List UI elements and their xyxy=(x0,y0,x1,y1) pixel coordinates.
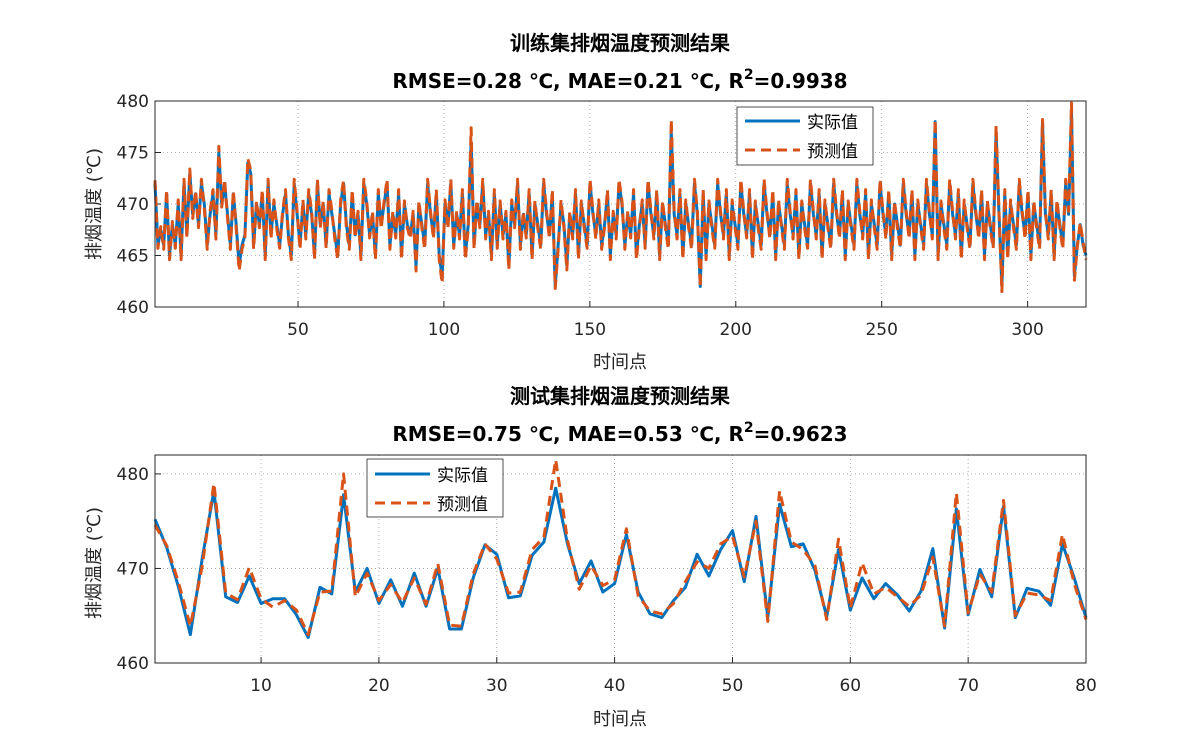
legend: 实际值 预测值 xyxy=(366,458,504,518)
legend-label-predicted: 预测值 xyxy=(437,495,488,515)
x-tick-label: 10 xyxy=(250,676,272,696)
legend-label-actual: 实际值 xyxy=(437,466,488,486)
legend-label-actual: 实际值 xyxy=(807,113,858,133)
y-tick-label: 465 xyxy=(117,247,149,267)
x-tick-label: 50 xyxy=(287,320,309,340)
chart-metrics-subtitle: RMSE=0.28 ℃, MAE=0.21 ℃, R2=0.9938 xyxy=(392,67,847,93)
x-tick-label: 250 xyxy=(865,320,897,340)
metrics-prefix: RMSE=0.75 ℃, MAE=0.53 ℃, R xyxy=(392,422,744,446)
x-tick-label: 200 xyxy=(720,320,752,340)
x-tick-label: 50 xyxy=(722,676,744,696)
y-axis-label: 排烟温度 (℃) xyxy=(84,507,105,619)
metrics-superscript: 2 xyxy=(744,420,754,436)
test-chart: 测试集排烟温度预测结果 RMSE=0.75 ℃, MAE=0.53 ℃, R2=… xyxy=(84,384,1097,730)
x-tick-label: 70 xyxy=(957,676,979,696)
metrics-suffix: =0.9623 xyxy=(754,422,848,446)
y-tick-label: 480 xyxy=(117,465,149,485)
training-chart: 训练集排烟温度预测结果 RMSE=0.28 ℃, MAE=0.21 ℃, R2=… xyxy=(84,31,1088,373)
metrics-suffix: =0.9938 xyxy=(754,69,848,93)
y-tick-label: 460 xyxy=(117,654,149,674)
axes-box xyxy=(154,100,1087,308)
metrics-superscript: 2 xyxy=(744,67,754,83)
x-tick-label: 150 xyxy=(574,320,606,340)
y-tick-label: 470 xyxy=(117,195,149,215)
chart-title: 测试集排烟温度预测结果 xyxy=(510,384,730,408)
x-tick-labels: 50 100 150 200 250 300 xyxy=(287,320,1044,340)
y-tick-labels: 460 470 480 xyxy=(117,465,149,674)
y-tick-label: 480 xyxy=(117,92,149,112)
series-line-predicted xyxy=(153,101,1088,294)
y-axis-label: 排烟温度 (℃) xyxy=(84,148,105,260)
x-axis-label: 时间点 xyxy=(593,709,647,730)
x-tick-label: 60 xyxy=(839,676,861,696)
x-tick-labels: 10 20 30 40 50 60 70 80 xyxy=(250,676,1097,696)
legend-label-predicted: 预测值 xyxy=(807,142,858,162)
y-tick-label: 475 xyxy=(117,144,149,164)
x-tick-label: 20 xyxy=(368,676,390,696)
series-lines xyxy=(153,101,1088,294)
y-tick-labels: 460 465 470 475 480 xyxy=(117,92,149,318)
y-tick-label: 460 xyxy=(117,298,149,318)
x-tick-label: 40 xyxy=(604,676,626,696)
x-tick-label: 100 xyxy=(428,320,460,340)
chart-title: 训练集排烟温度预测结果 xyxy=(510,31,730,55)
series-lines xyxy=(153,458,1088,639)
x-axis-label: 时间点 xyxy=(593,352,647,373)
y-tick-label: 470 xyxy=(117,559,149,579)
legend-box xyxy=(366,458,504,518)
metrics-prefix: RMSE=0.28 ℃, MAE=0.21 ℃, R xyxy=(392,69,744,93)
legend-box xyxy=(736,106,874,166)
x-tick-label: 80 xyxy=(1075,676,1097,696)
series-line-predicted xyxy=(153,458,1088,637)
axes-box xyxy=(154,454,1087,664)
legend: 实际值 预测值 xyxy=(736,106,874,166)
x-tick-label: 30 xyxy=(486,676,508,696)
chart-metrics-subtitle: RMSE=0.75 ℃, MAE=0.53 ℃, R2=0.9623 xyxy=(392,420,847,446)
x-tick-label: 300 xyxy=(1011,320,1043,340)
